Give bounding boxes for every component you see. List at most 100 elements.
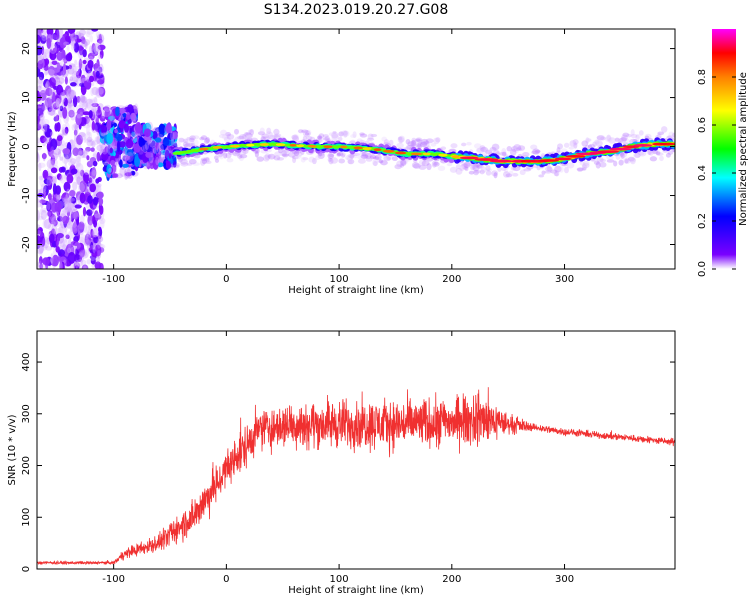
spectrogram-blob (170, 130, 175, 141)
spectrogram-blob (74, 204, 82, 209)
snr-xtick-label: 200 (442, 574, 461, 585)
spectrogram-blob (55, 194, 62, 200)
spectrogram-blob (345, 155, 351, 160)
spectrogram-blob (365, 157, 373, 162)
spectrogram-blob (470, 165, 476, 171)
spectrogram-blob (62, 231, 69, 243)
spectrogram-blob (54, 201, 62, 214)
spectrogram-blob (101, 109, 106, 119)
spectrogram-blob (648, 149, 654, 156)
spectrogram-blob (190, 142, 196, 147)
spectrogram-blob (51, 152, 58, 161)
spectrogram-blob (65, 35, 71, 42)
spectrogram-blob (338, 136, 343, 142)
spectrogram-blob (66, 88, 74, 100)
snr-ytick-label: 200 (21, 456, 32, 475)
spectrogram-blob (50, 146, 55, 159)
spectrogram-blob (92, 243, 96, 254)
spectrogram-blob (582, 160, 590, 166)
spectrogram-blob (90, 207, 95, 214)
spectrogram-blob (357, 158, 366, 164)
spectrogram-blob (59, 105, 64, 112)
spectrogram-blob (59, 37, 67, 49)
spectrogram-blob (261, 133, 270, 139)
spectrogram-blob (75, 70, 82, 79)
spectrogram-blob (509, 149, 517, 156)
spectrogram-blob (63, 201, 70, 207)
spectrogram-blob (41, 118, 50, 126)
snr-ylabel: SNR (10 * v/v) (7, 414, 18, 485)
spectrogram-blob (76, 191, 80, 201)
spectrogram-blob (106, 119, 112, 130)
spectrogram-blob (66, 247, 72, 254)
spectrogram-blob (581, 164, 587, 171)
spectrogram-blob (398, 135, 405, 143)
spectrogram-blob (41, 48, 50, 55)
spectrogram-blob (72, 95, 78, 108)
spectrogram-blob (238, 155, 244, 162)
spectrogram-blob (154, 155, 159, 161)
spectrogram-blob (67, 97, 73, 104)
spectrogram-blob (265, 131, 273, 137)
spectrogram-blob (76, 216, 80, 226)
spectrogram-blob (564, 166, 569, 174)
spectrogram-blob (72, 221, 79, 234)
spectrogram-blob (205, 156, 210, 163)
spectrogram-blob (37, 45, 43, 56)
spectrogram-blob (193, 139, 199, 146)
spectrogram-blob (291, 155, 299, 160)
spectrogram-blob (37, 42, 45, 47)
spectrogram-xtick-label: 100 (330, 274, 349, 285)
spectrogram-blob (245, 132, 251, 136)
spectrogram-blob (415, 143, 421, 148)
spectrogram-blob (162, 137, 170, 146)
spectrogram-blob (373, 148, 382, 152)
spectrogram-blob (57, 150, 62, 158)
spectrogram-blob (80, 96, 88, 104)
spectrogram-blob (322, 137, 330, 141)
spectrogram-blob (152, 153, 156, 159)
spectrogram-blob (99, 146, 104, 154)
spectrogram-blob (68, 109, 75, 118)
spectrogram-blob (485, 149, 493, 155)
spectrogram-blob (367, 133, 374, 140)
spectrogram-blob (74, 38, 82, 43)
spectrogram-blob (554, 157, 572, 161)
spectrogram-blob (119, 159, 123, 168)
spectrogram-blob (151, 145, 157, 154)
spectrogram-blob (47, 108, 56, 116)
spectrogram-blob (191, 135, 200, 140)
spectrogram-blob (79, 111, 83, 118)
spectrogram-blob (200, 158, 206, 166)
spectrogram-blob (62, 147, 71, 155)
spectrogram-blob (464, 166, 469, 172)
spectrogram-blob (52, 102, 60, 110)
spectrogram-blob (315, 155, 321, 161)
spectrogram-blob (410, 152, 423, 156)
spectrogram-blob (80, 94, 86, 103)
spectrogram-blob (394, 151, 407, 155)
spectrogram-blob (59, 238, 65, 248)
spectrogram-blob (78, 170, 84, 180)
spectrogram-blob (80, 74, 86, 84)
spectrogram-blob (248, 129, 253, 133)
spectrogram-blob (668, 131, 675, 138)
spectrogram-blob (102, 108, 111, 118)
spectrogram-blob (43, 218, 52, 229)
spectrogram-blob (404, 146, 411, 150)
spectrogram-blob (446, 162, 453, 167)
spectrogram-blob (110, 159, 116, 166)
spectrogram-blob (168, 153, 172, 159)
spectrogram-blob (82, 102, 89, 108)
spectrogram-blob (256, 156, 265, 162)
spectrogram-blob (102, 166, 107, 172)
spectrogram-blob (53, 112, 59, 122)
spectrogram-blob (59, 261, 63, 269)
spectrogram-blob (46, 201, 51, 211)
spectrogram-blob (192, 162, 200, 166)
spectrogram-blob (82, 150, 88, 159)
spectrogram-blob (74, 253, 80, 263)
spectrogram-blob (89, 34, 94, 43)
spectrogram-blob (103, 161, 110, 166)
spectrogram-blob (412, 163, 421, 169)
